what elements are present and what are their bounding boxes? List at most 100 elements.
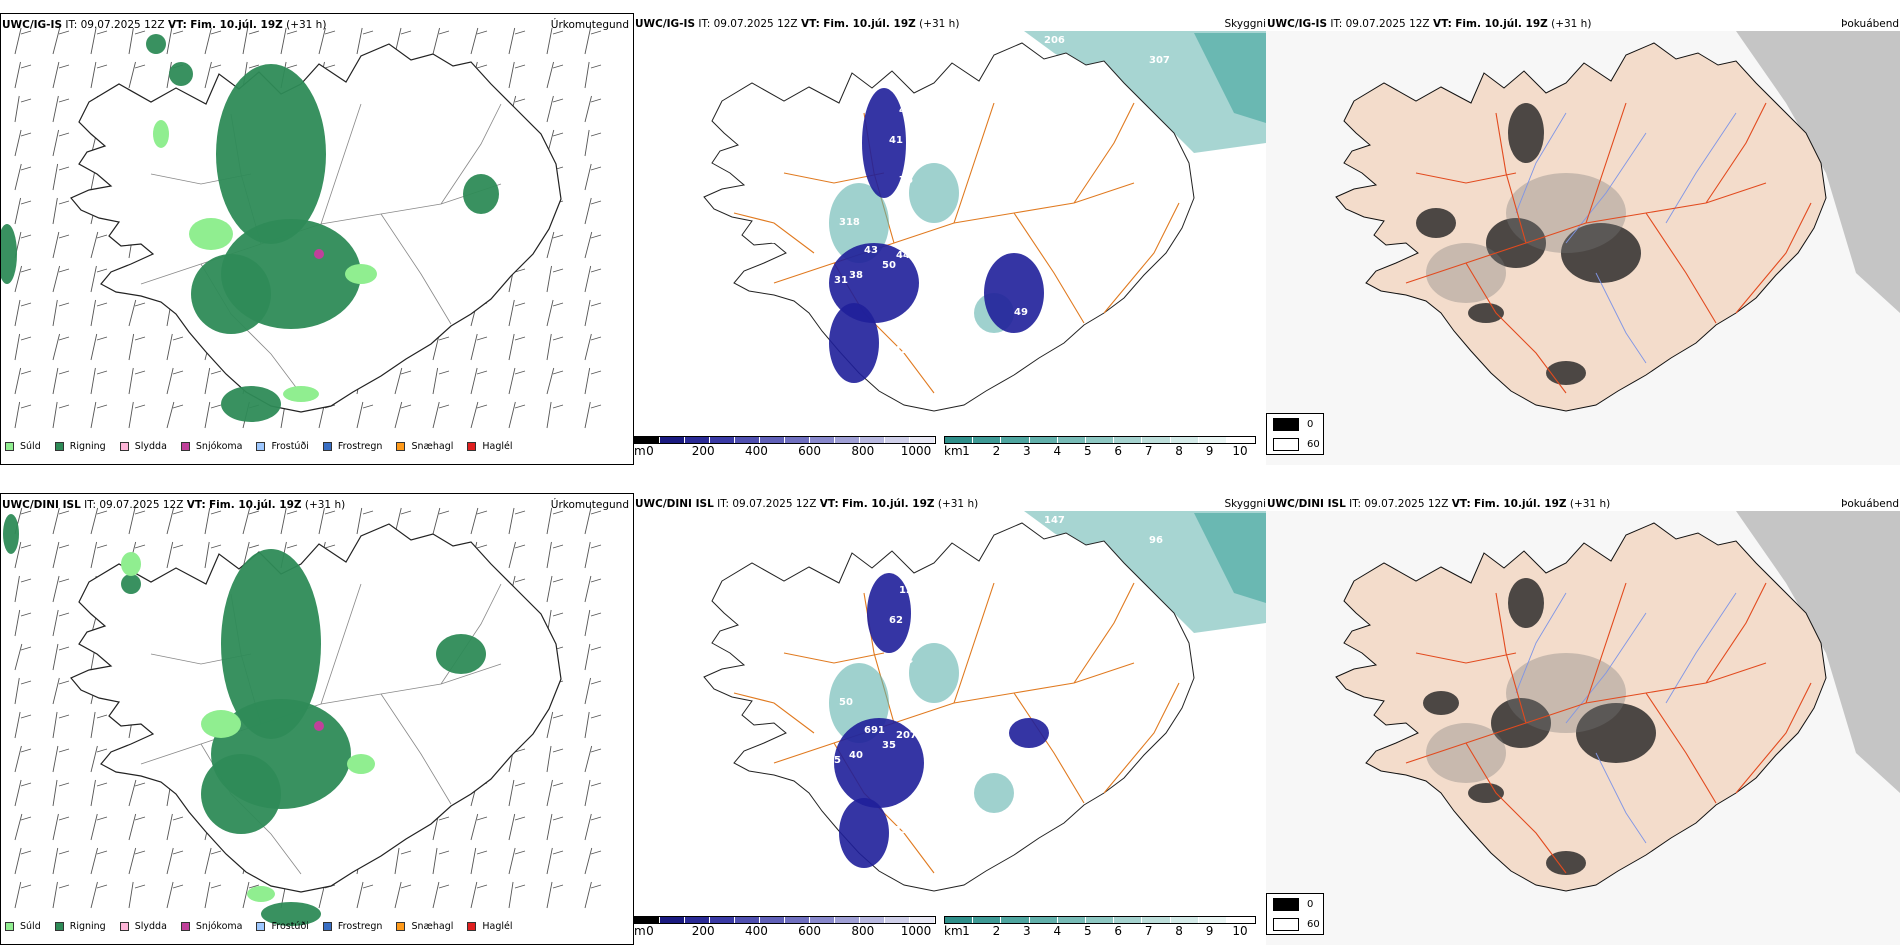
fog-legend-label: 60 (1307, 918, 1320, 930)
colorbar-tick: 0 (646, 924, 654, 938)
colorbar-tick: 400 (744, 444, 768, 458)
cloudbase-value: 38 (849, 270, 863, 281)
colorbar-segment (810, 917, 835, 923)
colorbar-segment (1170, 437, 1199, 443)
colorbar-segment (945, 437, 974, 443)
colorbar-segment (1001, 437, 1030, 443)
colorbar-strip (634, 916, 936, 924)
cloudbase-value: 5 (834, 755, 841, 766)
legend-swatch (322, 922, 332, 931)
legend-swatch (256, 442, 266, 451)
cloudbase-value: 42 (894, 345, 908, 356)
cloudbase-value: 50 (934, 807, 948, 818)
legend-label: Snæhagl (411, 441, 454, 452)
legend-label: Rigning (69, 441, 106, 452)
colorbar-tick: 200 (691, 444, 715, 458)
panel-title: UWC/IG-IS IT: 09.07.2025 12Z VT: Fim. 10… (635, 18, 960, 30)
colorbar-segment (910, 437, 935, 443)
colorbar-unit: km (944, 924, 963, 938)
colorbar-segment (710, 917, 735, 923)
visibility-panel-top: UWC/IG-IS IT: 09.07.2025 12Z VT: Fim. 10… (634, 13, 1266, 465)
cloudbase-value: 35 (894, 825, 908, 836)
cloudbase-value: 31 (834, 275, 848, 286)
cloudbase-value: 49 (1014, 307, 1028, 318)
colorbar-tick: 6 (1114, 444, 1123, 458)
cloudbase-value: 691 (864, 725, 885, 736)
legend-item: Frostúði (256, 441, 309, 452)
colorbar-tick: 8 (1175, 444, 1183, 458)
cloudbase-value: 22 (764, 235, 778, 246)
cloudbase-colorbar: m 0 200 400 600 800 1000 (634, 436, 936, 458)
legend-item: Rigning (54, 921, 106, 932)
colorbar-segment (1142, 437, 1171, 443)
colorbar-segment (1057, 437, 1086, 443)
colorbar-segment (660, 437, 685, 443)
colorbar-segment (735, 917, 760, 923)
cloudbase-value: 40 (909, 825, 923, 836)
colorbar-tick: 5 (1083, 444, 1092, 458)
fog-legend-swatch (1273, 417, 1299, 431)
legend-swatch (5, 442, 14, 451)
fog-panel-bottom: UWC/DINI ISL IT: 09.07.2025 12Z VT: Fim.… (1266, 493, 1900, 945)
cloudbase-value: 40 (919, 845, 933, 856)
colorbar-tick: 1 (962, 924, 970, 938)
legend-swatch (467, 442, 477, 451)
colorbar-tick: 800 (851, 924, 875, 938)
panel-title: UWC/DINI ISL IT: 09.07.2025 12Z VT: Fim.… (1267, 498, 1611, 510)
legend-swatch (396, 922, 406, 931)
legend-label: Súld (20, 921, 41, 932)
colorbar-tick: 0 (646, 444, 654, 458)
precip-type-label: Úrkomutegund (550, 499, 629, 511)
legend-swatch (467, 922, 477, 931)
panel-title: UWC/DINI ISL IT: 09.07.2025 12Z VT: Fim.… (635, 498, 979, 510)
cloudbase-value: 76 (899, 175, 913, 186)
cloudbase-value: 8 (814, 245, 821, 256)
cloudbase-value: 44 (934, 327, 948, 338)
fog-legend: 0 60 (1266, 893, 1324, 935)
legend-item: Snæhagl (396, 921, 453, 932)
legend-item: Súld (5, 441, 41, 452)
colorbar-strip (944, 436, 1256, 444)
colorbar-segment (885, 917, 910, 923)
precip-type-label: Úrkomutegund (550, 19, 629, 31)
colorbar-tick: 6 (1114, 924, 1123, 938)
legend-label: Frostregn (337, 441, 383, 452)
legend-label: Snjókoma (195, 441, 243, 452)
legend-swatch (256, 922, 266, 931)
legend-item: Snæhagl (396, 441, 453, 452)
colorbar-segment (1057, 917, 1086, 923)
cloudbase-value: 36 (954, 735, 968, 746)
colorbar-tick: 2 (992, 444, 1001, 458)
legend-item: Slydda (119, 921, 167, 932)
cloudbase-value: 31 (919, 365, 933, 376)
colorbar-segment (685, 437, 710, 443)
colorbar-segment (785, 437, 810, 443)
cloudbase-value: 43 (864, 245, 878, 256)
legend-label: Snæhagl (411, 921, 454, 932)
legend-item: Haglél (467, 441, 513, 452)
legend-swatch (5, 922, 14, 931)
fog-legend-item: 60 (1267, 434, 1323, 454)
cloudbase-value: 101 (1054, 785, 1075, 796)
colorbar-segment (1170, 917, 1199, 923)
fog-legend-swatch (1273, 897, 1299, 911)
colorbar-segment (735, 437, 760, 443)
visibility-label: Skyggni (1224, 18, 1267, 30)
legend-label: Haglél (482, 921, 513, 932)
cloudbase-value: 96 (1149, 535, 1163, 546)
legend-swatch (119, 442, 129, 451)
colorbar-segment (1001, 917, 1030, 923)
cloudbase-value: 50 (839, 697, 853, 708)
colorbar-segment (835, 917, 860, 923)
colorbar-tick: 1 (962, 444, 970, 458)
fog-map (1266, 31, 1900, 465)
legend-label: Slydda (134, 441, 167, 452)
colorbar-tick: 10 (1232, 444, 1248, 458)
colorbar-strip (944, 916, 1256, 924)
precip-legend: Súld Rigning Slydda Snjókoma Frostúði Frostre… (5, 921, 527, 932)
colorbar-unit: m (634, 924, 646, 938)
colorbar-segment (910, 917, 935, 923)
legend-swatch (396, 442, 406, 451)
